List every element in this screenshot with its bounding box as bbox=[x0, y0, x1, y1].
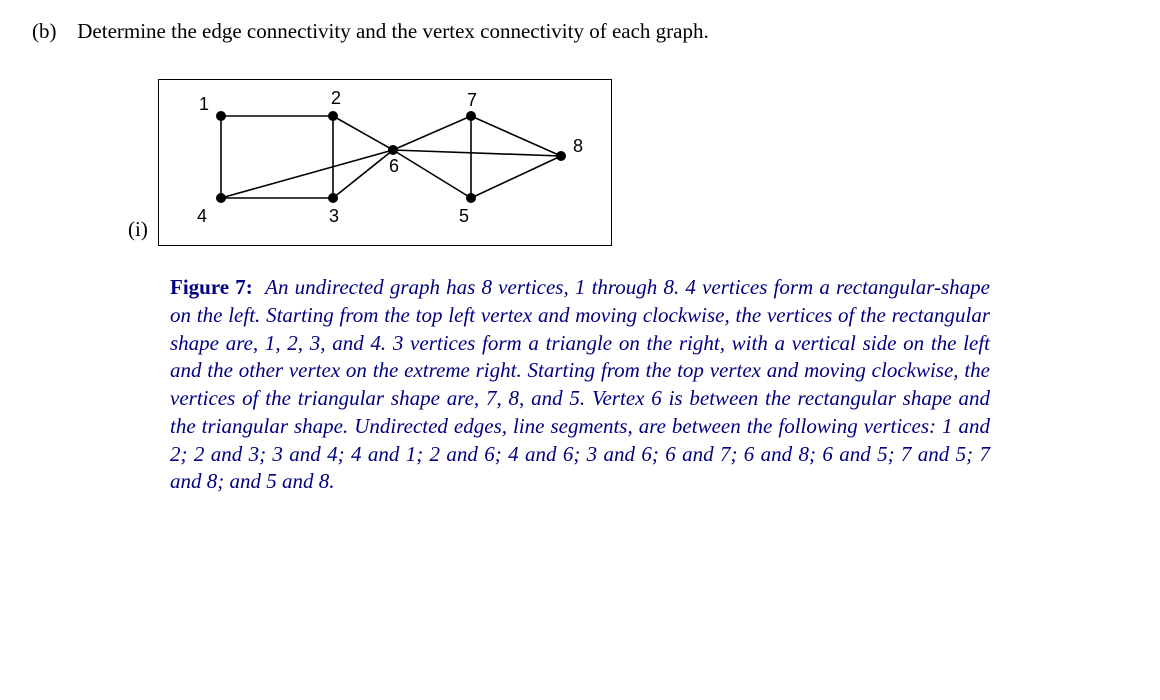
edge-3-6 bbox=[333, 150, 393, 198]
edge-4-6 bbox=[221, 150, 393, 198]
node-7 bbox=[466, 111, 476, 121]
subpart-label: (i) bbox=[128, 217, 148, 246]
node-label-4: 4 bbox=[197, 206, 207, 226]
page-root: (b) Determine the edge connectivity and … bbox=[0, 0, 1160, 516]
node-label-2: 2 bbox=[331, 88, 341, 108]
edge-2-6 bbox=[333, 116, 393, 150]
node-label-8: 8 bbox=[573, 136, 583, 156]
caption-body: An undirected graph has 8 vertices, 1 th… bbox=[170, 275, 990, 493]
node-3 bbox=[328, 193, 338, 203]
edge-5-8 bbox=[471, 156, 561, 198]
node-5 bbox=[466, 193, 476, 203]
node-4 bbox=[216, 193, 226, 203]
node-label-6: 6 bbox=[389, 156, 399, 176]
graph-svg: 1 2 4 3 6 7 5 8 bbox=[161, 82, 609, 238]
node-label-5: 5 bbox=[459, 206, 469, 226]
question-text: Determine the edge connectivity and the … bbox=[77, 19, 709, 43]
node-6 bbox=[388, 145, 398, 155]
node-label-3: 3 bbox=[329, 206, 339, 226]
node-1 bbox=[216, 111, 226, 121]
figure-caption: Figure 7: An undirected graph has 8 vert… bbox=[170, 274, 990, 496]
node-label-1: 1 bbox=[199, 94, 209, 114]
question-line: (b) Determine the edge connectivity and … bbox=[32, 18, 1120, 45]
figure-row: (i) 1 2 4 3 6 7 5 8 bbox=[128, 79, 1120, 246]
node-8 bbox=[556, 151, 566, 161]
node-2 bbox=[328, 111, 338, 121]
edge-6-8 bbox=[393, 150, 561, 156]
edge-7-8 bbox=[471, 116, 561, 156]
edge-6-7 bbox=[393, 116, 471, 150]
caption-label: Figure 7: bbox=[170, 275, 253, 299]
question-label: (b) bbox=[32, 18, 72, 45]
graph-panel: 1 2 4 3 6 7 5 8 bbox=[158, 79, 612, 246]
node-label-7: 7 bbox=[467, 90, 477, 110]
caption-text: An undirected graph has 8 vertices, 1 th… bbox=[170, 275, 990, 493]
edge-6-5 bbox=[393, 150, 471, 198]
